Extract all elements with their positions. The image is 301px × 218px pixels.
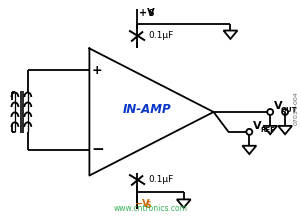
Text: OUT: OUT xyxy=(281,107,298,113)
Text: −V: −V xyxy=(135,199,151,209)
Text: 07034-004: 07034-004 xyxy=(293,91,299,125)
Text: 0.1μF: 0.1μF xyxy=(148,175,173,184)
Text: −: − xyxy=(91,142,104,157)
Text: 0.1μF: 0.1μF xyxy=(148,31,173,40)
Text: www.cntronics.com: www.cntronics.com xyxy=(114,204,188,213)
Text: REF: REF xyxy=(260,127,275,133)
Text: S: S xyxy=(149,9,154,18)
Text: +: + xyxy=(92,64,103,77)
Text: S: S xyxy=(145,201,150,210)
Text: +V: +V xyxy=(139,8,155,18)
Text: V: V xyxy=(274,101,283,111)
Text: IN-AMP: IN-AMP xyxy=(123,104,171,116)
Text: V: V xyxy=(253,121,262,131)
